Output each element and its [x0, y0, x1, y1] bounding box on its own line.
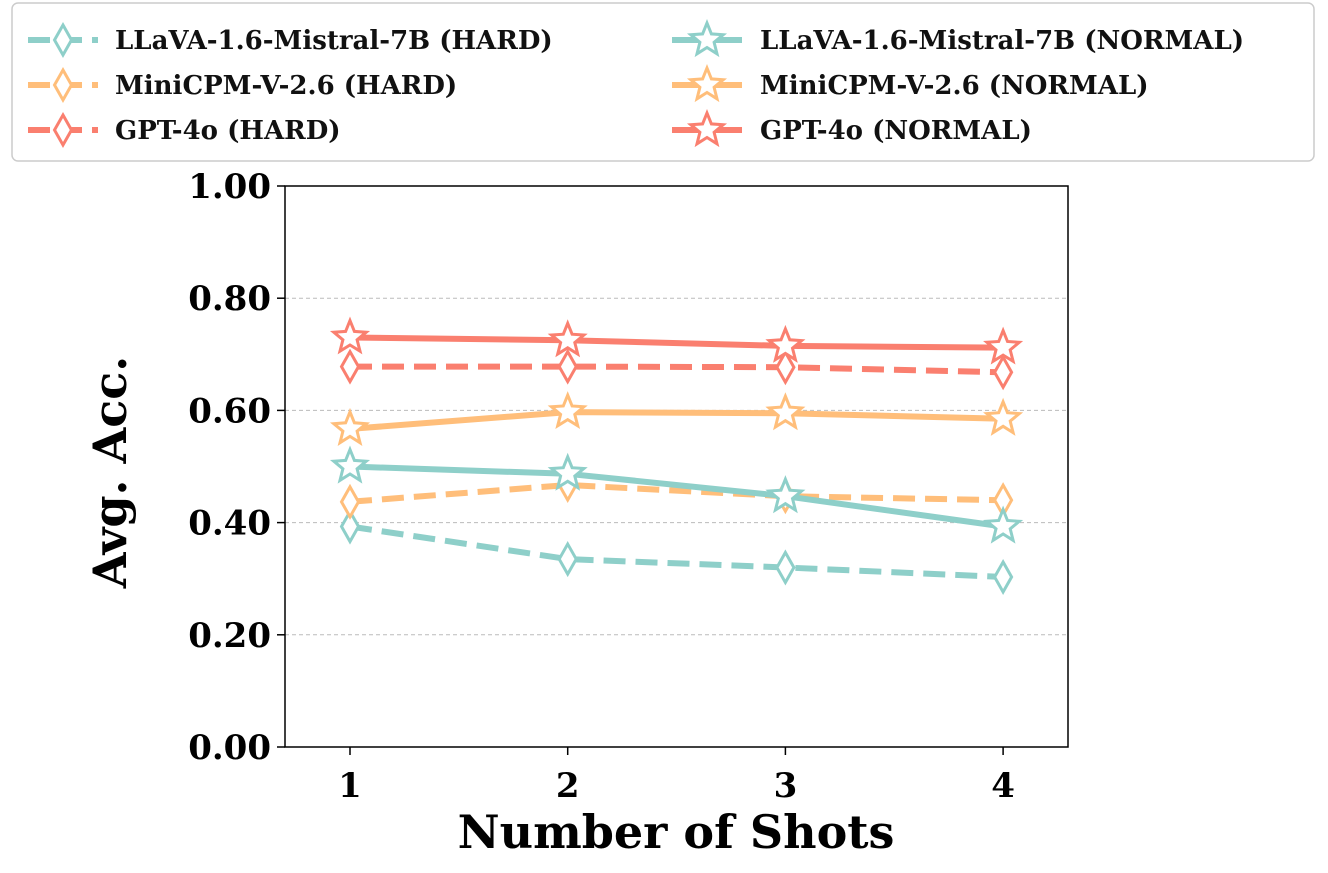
plot-frame — [284, 185, 1069, 748]
grid — [285, 297, 1068, 636]
series-line-0 — [349, 523, 1004, 580]
data-point-0-1 — [557, 541, 578, 578]
data-point-0-2 — [775, 549, 796, 586]
series-line-4 — [349, 409, 1004, 432]
x-axis-label: Number of Shots — [458, 805, 895, 859]
data-point-0-0 — [339, 508, 361, 545]
data-point-4-0 — [329, 407, 371, 446]
data-point-5-0 — [329, 316, 371, 355]
y-tick-label: 0.40 — [188, 504, 271, 544]
legend-label-2: GPT-4o (HARD) — [115, 116, 341, 146]
data-point-0-3 — [992, 558, 1014, 596]
legend-label-1: MiniCPM-V-2.6 (HARD) — [115, 71, 457, 101]
legend-label-4: MiniCPM-V-2.6 (NORMAL) — [760, 71, 1149, 101]
legend-marker-0 — [52, 21, 74, 59]
data-point-5-2 — [765, 324, 806, 363]
legend-marker-1 — [52, 66, 74, 104]
y-tick-label: 0.00 — [188, 728, 271, 768]
x-tick-label: 1 — [338, 766, 362, 806]
x-tick-label: 4 — [991, 766, 1015, 806]
legend-label-5: GPT-4o (NORMAL) — [760, 116, 1032, 146]
y-tick-label: 0.60 — [188, 391, 271, 431]
data-point-3-0 — [329, 445, 371, 484]
y-tick-label: 0.20 — [188, 616, 271, 656]
data-point-5-1 — [547, 319, 588, 358]
data-point-2-0 — [339, 348, 361, 385]
series-layer — [329, 316, 1024, 596]
x-axis-ticks: 1 2 3 4 — [338, 747, 1015, 806]
legend-marker-5 — [686, 108, 728, 148]
legend-marker-2 — [52, 111, 74, 149]
data-point-3-1 — [547, 452, 588, 491]
legend-box — [11, 2, 1315, 162]
data-point-4-1 — [547, 391, 588, 430]
legend: LLaVA-1.6-Mistral-7B (HARD) MiniCPM-V-2.6… — [28, 18, 1244, 149]
data-point-3-2 — [765, 475, 806, 514]
y-axis-ticks: 0.00 0.20 0.40 0.60 0.80 1.00 — [188, 167, 285, 768]
y-tick-label: 0.80 — [188, 279, 271, 319]
y-tick-label: 1.00 — [188, 167, 271, 207]
legend-label-0: LLaVA-1.6-Mistral-7B (HARD) — [115, 26, 553, 56]
data-point-2-3 — [992, 354, 1014, 391]
data-point-2-2 — [775, 349, 796, 386]
legend-marker-3 — [686, 18, 728, 58]
data-point-3-3 — [983, 505, 1024, 544]
data-point-4-3 — [983, 397, 1024, 436]
data-point-2-1 — [557, 348, 578, 385]
x-tick-label: 2 — [556, 766, 580, 806]
data-point-5-3 — [983, 326, 1024, 365]
data-point-4-2 — [765, 392, 806, 431]
series-line-3 — [349, 463, 1004, 530]
legend-marker-4 — [686, 63, 728, 103]
x-tick-label: 3 — [774, 766, 798, 806]
series-line-2 — [350, 363, 1004, 376]
data-point-1-0 — [339, 483, 361, 520]
series-line-5 — [349, 334, 1004, 351]
series-line-1 — [349, 482, 1004, 505]
y-axis-label: Avg. Acc. — [83, 356, 137, 589]
legend-label-3: LLaVA-1.6-Mistral-7B (NORMAL) — [760, 26, 1244, 56]
